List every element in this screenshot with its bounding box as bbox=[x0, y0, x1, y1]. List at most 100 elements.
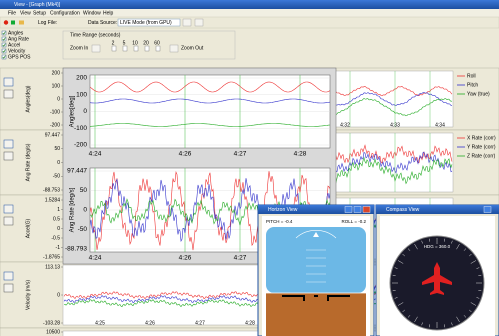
roll-pointer bbox=[313, 232, 319, 237]
time-option-radio[interactable] bbox=[155, 45, 161, 52]
channel-label[interactable]: Angles bbox=[8, 30, 24, 36]
y-tick-label: 0.5 bbox=[53, 216, 60, 222]
time-option-label: 60 bbox=[154, 40, 160, 46]
channel-label[interactable]: GPS POS bbox=[8, 54, 31, 60]
pause-graph-button[interactable] bbox=[3, 151, 14, 161]
ground bbox=[266, 293, 366, 336]
signal-line bbox=[90, 81, 330, 93]
y-tick-label: 10500 bbox=[46, 329, 60, 335]
compass-tick bbox=[470, 260, 477, 264]
channel-label[interactable]: Accel bbox=[8, 42, 20, 48]
sky bbox=[266, 227, 366, 293]
compass-tick bbox=[414, 316, 418, 323]
time-option-radio[interactable] bbox=[111, 45, 117, 52]
graph-y-label: Angles(deg) bbox=[25, 85, 31, 112]
legend-label: Y Rate (corr) bbox=[467, 144, 496, 150]
compass-title-bar bbox=[376, 205, 499, 214]
compass-tick bbox=[470, 302, 477, 306]
zoom-y-tick-label: 100 bbox=[76, 91, 87, 98]
reset-button[interactable] bbox=[3, 139, 14, 149]
zoom-in-button[interactable] bbox=[91, 44, 101, 53]
time-option-radio[interactable] bbox=[122, 45, 128, 52]
window-button[interactable] bbox=[344, 206, 353, 213]
compass-tick bbox=[402, 309, 405, 313]
check-mark bbox=[2, 49, 6, 53]
y-tick-label: -50 bbox=[53, 174, 60, 180]
menu-item[interactable]: Configuration bbox=[50, 10, 80, 16]
compass-tick bbox=[407, 248, 411, 251]
compass-title: Compass View bbox=[386, 207, 420, 213]
check-mark bbox=[2, 37, 6, 41]
compass-tick bbox=[463, 248, 467, 251]
menu-item[interactable]: Setup bbox=[33, 10, 46, 16]
zoom-y-tick-label: 200 bbox=[76, 75, 87, 82]
menu-item[interactable]: View bbox=[20, 10, 31, 16]
legend-label: Z Rate (corr) bbox=[467, 153, 496, 159]
reset-button[interactable] bbox=[3, 271, 14, 281]
compass-tick bbox=[451, 240, 453, 244]
compass-tick bbox=[414, 243, 418, 250]
x-tick-label: 4:26 bbox=[145, 320, 155, 326]
menu-item[interactable]: Window bbox=[83, 10, 101, 16]
compass-tick bbox=[469, 309, 472, 313]
y-tick-label: 1.5284 bbox=[45, 197, 61, 203]
pause-graph-button[interactable] bbox=[3, 89, 14, 99]
compass-tick bbox=[392, 290, 396, 292]
legend-label: Yaw (true) bbox=[467, 91, 490, 97]
signal-line bbox=[334, 156, 453, 185]
y-tick-label: -200 bbox=[50, 122, 60, 128]
window-button[interactable] bbox=[483, 206, 492, 213]
data-source-value: LIVE Mode (from GPU) bbox=[120, 20, 172, 26]
reset-button[interactable] bbox=[3, 204, 14, 214]
roll-scale bbox=[295, 230, 337, 239]
compass-tick bbox=[478, 290, 482, 292]
channel-checkbox[interactable] bbox=[1, 42, 7, 48]
zoom-x-tick-label: 4:24 bbox=[89, 255, 102, 262]
menu-item[interactable]: Help bbox=[103, 10, 114, 16]
pause-graph-button[interactable] bbox=[3, 216, 14, 226]
signal-line bbox=[334, 144, 453, 164]
y-tick-label: -0.5 bbox=[51, 235, 60, 241]
y-tick-label: -100 bbox=[50, 109, 60, 115]
close-button[interactable] bbox=[362, 206, 371, 213]
channel-checkbox[interactable] bbox=[1, 54, 7, 60]
y-tick-label: 100 bbox=[52, 83, 61, 89]
channel-label[interactable]: Velocity bbox=[8, 48, 26, 54]
signal-line bbox=[334, 151, 453, 174]
channel-checkbox[interactable] bbox=[1, 36, 7, 42]
x-tick-label: 4:25 bbox=[95, 320, 105, 326]
compass-tick bbox=[444, 238, 446, 242]
data-source-combo[interactable] bbox=[117, 18, 181, 27]
signal-line bbox=[90, 178, 330, 242]
compass-tick bbox=[397, 302, 404, 306]
signal-line bbox=[90, 123, 330, 127]
play-button[interactable] bbox=[182, 18, 192, 27]
signal-line bbox=[334, 91, 452, 107]
channel-label[interactable]: Ang Rate bbox=[8, 36, 29, 42]
check-mark bbox=[2, 55, 6, 59]
reset-button[interactable] bbox=[3, 77, 14, 87]
pause-button[interactable] bbox=[194, 18, 204, 27]
y-tick-label: 0 bbox=[57, 160, 60, 166]
legend-label: Pitch bbox=[467, 82, 478, 88]
stop-button[interactable] bbox=[11, 20, 15, 25]
channel-checkbox[interactable] bbox=[1, 30, 7, 36]
record-button[interactable] bbox=[3, 20, 9, 25]
zoom-y-tick-label: 50 bbox=[80, 187, 88, 194]
menu-item[interactable]: File bbox=[8, 10, 16, 16]
zoom-out-button[interactable] bbox=[169, 44, 179, 53]
pause-graph-button[interactable] bbox=[3, 283, 14, 293]
channel-checkbox[interactable] bbox=[1, 48, 7, 54]
signal-line bbox=[334, 85, 453, 97]
window-button[interactable] bbox=[353, 206, 362, 213]
zoom-y-tick-label: -100 bbox=[74, 125, 87, 132]
time-range-title: Time Range (seconds) bbox=[70, 32, 121, 38]
x-tick-label: 4:32 bbox=[340, 122, 350, 128]
compass-tick bbox=[428, 324, 430, 328]
compass-tick bbox=[444, 324, 446, 328]
time-option-radio[interactable] bbox=[133, 45, 139, 52]
time-option-radio[interactable] bbox=[144, 45, 150, 52]
folder-button[interactable] bbox=[19, 20, 24, 25]
